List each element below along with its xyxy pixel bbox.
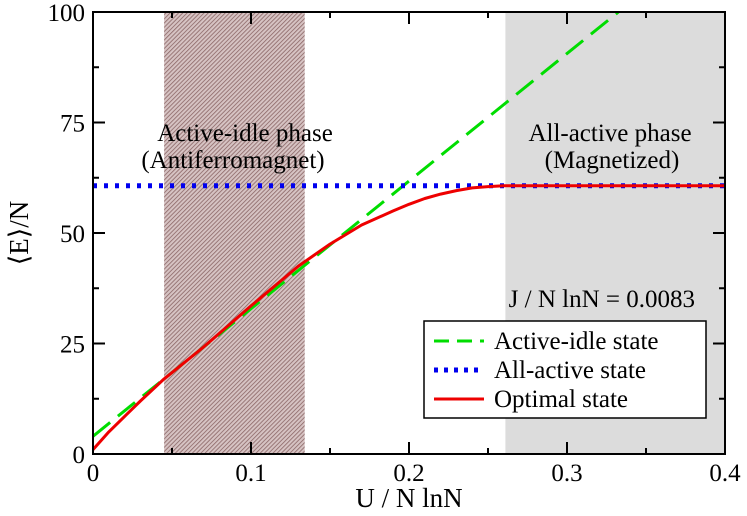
x-axis-title: U / N lnN bbox=[355, 483, 462, 513]
region-label-1-line-2: (Antiferromagnet) bbox=[141, 147, 324, 174]
y-tick-label: 50 bbox=[60, 221, 85, 248]
parameter-annotation: J / N lnN = 0.0083 bbox=[509, 286, 695, 313]
legend-label-all-active: All-active state bbox=[494, 357, 646, 384]
legend-label-optimal: Optimal state bbox=[494, 386, 628, 413]
y-tick-label: 100 bbox=[48, 0, 86, 27]
y-tick-label: 75 bbox=[60, 111, 85, 138]
series-line-optimal-state bbox=[93, 184, 725, 451]
legend-box bbox=[423, 320, 707, 419]
x-tick-label: 0.2 bbox=[393, 460, 424, 487]
shaded-region-1 bbox=[164, 12, 305, 454]
y-tick-label: 0 bbox=[73, 442, 86, 469]
series-group bbox=[93, 12, 725, 451]
axis-ticks: 0 0.1 0.2 0.3 0.4 0 25 50 75 100 bbox=[48, 0, 742, 487]
y-tick-label: 25 bbox=[60, 332, 85, 359]
legend: Active-idle state All-active state Optim… bbox=[423, 320, 707, 419]
x-tick-label: 0.1 bbox=[235, 460, 266, 487]
x-tick-label: 0.3 bbox=[551, 460, 582, 487]
x-tick-label: 0 bbox=[87, 460, 100, 487]
y-axis-title: ⟨E⟩/N bbox=[4, 201, 34, 266]
legend-label-active-idle: Active-idle state bbox=[494, 328, 659, 355]
region-label-2-line-1: All-active phase bbox=[528, 120, 691, 147]
region-label-1-line-1: Active-idle phase bbox=[157, 120, 333, 147]
region-label-2-line-2: (Magnetized) bbox=[545, 147, 680, 174]
x-tick-label: 0.4 bbox=[709, 460, 741, 487]
